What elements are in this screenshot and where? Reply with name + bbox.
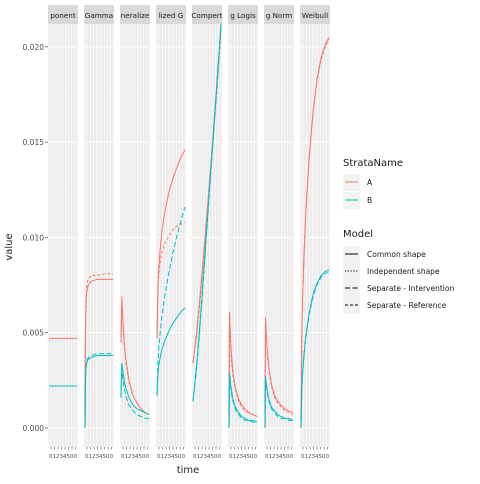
facet-strip-label: Compert	[191, 11, 222, 20]
legend-label: Common shape	[367, 250, 426, 259]
legend-label: Independent shape	[367, 267, 440, 276]
series-line	[120, 302, 150, 416]
facet-strip	[120, 5, 150, 24]
facet-panel: g Norm 01234500	[264, 5, 294, 460]
facet-strip-label: Gamma	[85, 11, 113, 20]
legend-label: A	[367, 178, 373, 187]
series-line	[156, 206, 186, 396]
y-tick-label: 0.000	[23, 424, 45, 433]
facet-panel: g Logis 01234500	[228, 5, 258, 460]
y-tick-label: 0.015	[23, 138, 45, 147]
series-line	[84, 273, 113, 428]
series-line	[84, 353, 113, 428]
facet-strip	[156, 5, 186, 24]
x-tick-label: 01234500	[193, 454, 221, 460]
x-tick-label: 01234500	[229, 454, 257, 460]
x-tick-label: 01234500	[49, 454, 77, 460]
x-tick-label: 01234500	[157, 454, 185, 460]
series-line	[264, 380, 293, 428]
series-line	[192, 27, 222, 402]
facet-panel: Weibull 01234500	[300, 5, 330, 460]
y-tick-label: 0.010	[23, 233, 45, 242]
y-axis-label: value	[4, 233, 15, 260]
series-line	[300, 39, 330, 428]
facet-panel: Compert 01234500	[191, 5, 223, 460]
legend-title: StrataName	[343, 158, 403, 169]
series-line	[228, 372, 258, 428]
legend-title: Model	[343, 229, 373, 240]
facet-strip-label: lized G	[159, 11, 184, 20]
facet-strip-label: g Logis	[230, 11, 256, 20]
facet-strip-label: g Norm	[266, 11, 292, 20]
series-line	[264, 325, 294, 428]
facet-panel: ponent 01234500	[48, 5, 78, 460]
series-line	[120, 370, 149, 419]
x-tick-label: 01234500	[265, 454, 293, 460]
facet-strip	[228, 5, 258, 24]
facet-strip	[84, 5, 114, 24]
x-axis-label: time	[177, 465, 200, 476]
facet-strip-label: ponent	[50, 11, 75, 20]
x-tick-label: 01234500	[301, 454, 329, 460]
y-tick-label: 0.005	[23, 329, 45, 338]
facet-strip-label: neralize	[121, 11, 150, 20]
legend-label: Separate - Intervention	[367, 284, 454, 293]
facet-panels: ponent 01234500 Gamma 01234500 neralize 01234…	[48, 5, 330, 460]
series-line	[156, 307, 186, 396]
series-line	[156, 221, 186, 339]
facet-panel: neralize 01234500	[120, 5, 150, 460]
series-line	[120, 363, 150, 416]
y-axis: 0.000 0.005 0.010 0.015 0.020	[23, 43, 48, 433]
series-line	[264, 317, 294, 428]
facet-strip	[264, 5, 294, 24]
series-line	[300, 271, 330, 428]
x-tick-label: 01234500	[85, 454, 113, 460]
series-line	[228, 376, 257, 428]
facet-strip-label: Weibull	[302, 11, 328, 20]
legend: StrataName AB Model Common shape Independent…	[343, 158, 454, 314]
x-tick-label: 01234500	[121, 454, 149, 460]
facet-strip	[300, 5, 330, 24]
legend-label: Separate - Reference	[367, 301, 447, 310]
facet-panel: lized G 01234500	[156, 5, 186, 460]
facet-panel: Gamma 01234500	[84, 5, 114, 460]
facet-strip	[192, 5, 222, 24]
legend-label: B	[367, 196, 372, 205]
facet-strip	[48, 5, 78, 24]
series-line	[228, 321, 258, 428]
legend-key	[343, 280, 360, 297]
y-tick-label: 0.020	[23, 43, 45, 52]
